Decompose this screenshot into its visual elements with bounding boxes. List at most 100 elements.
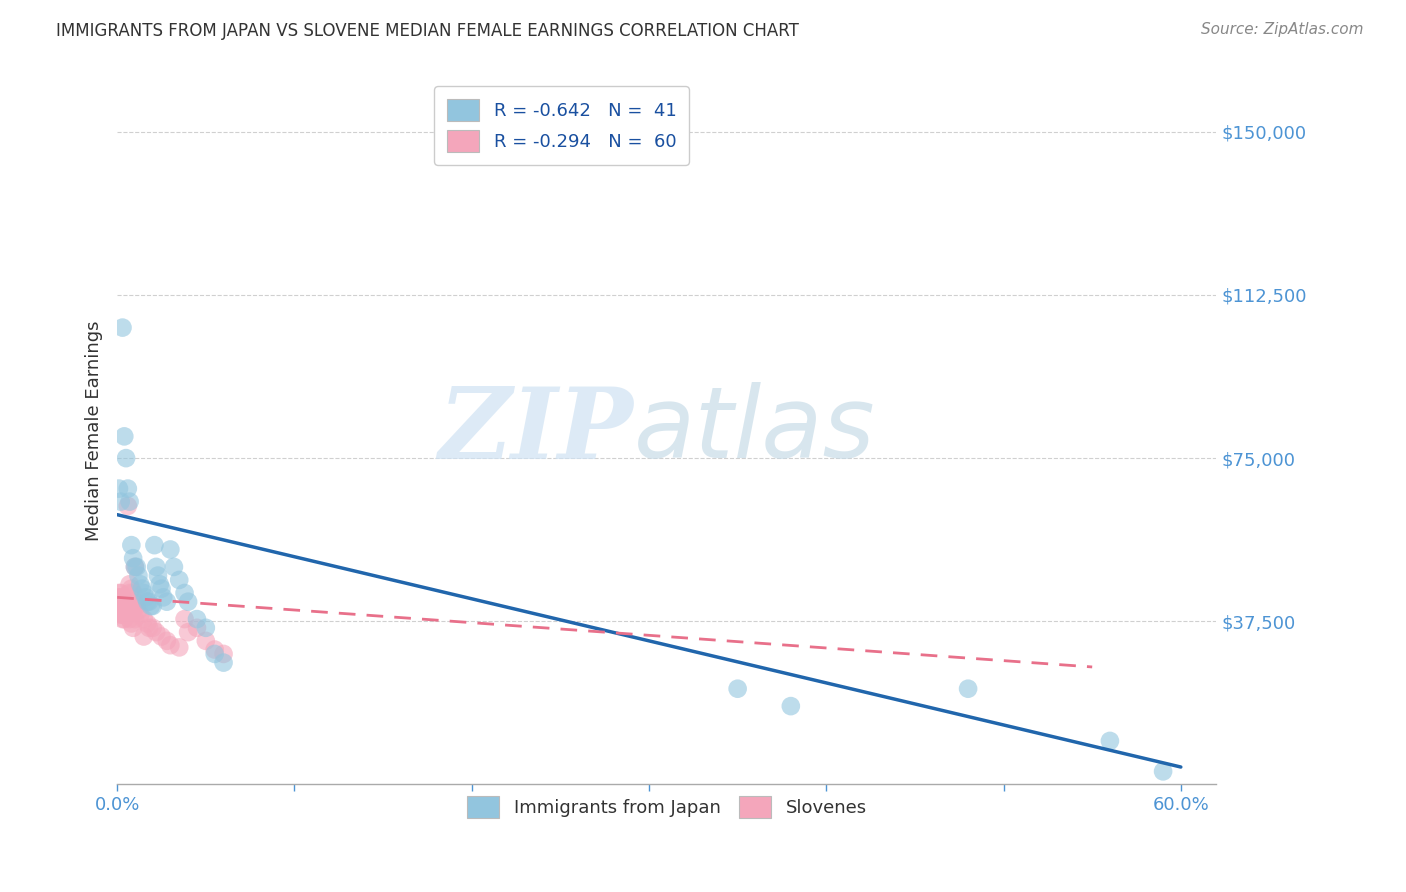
Point (108, 586, 131, 600)
Point (125, 560, 148, 574)
Point (139, 599, 162, 613)
Point (127, 603, 149, 617)
Point (110, 603, 132, 617)
Point (138, 595, 160, 609)
Point (136, 616, 159, 631)
Point (122, 551, 145, 566)
Point (111, 591, 134, 605)
Point (727, 681, 749, 696)
Point (112, 429, 135, 443)
Point (111, 603, 134, 617)
Point (118, 494, 141, 508)
Point (112, 599, 135, 613)
Point (167, 573, 190, 587)
Text: ZIP: ZIP (439, 383, 634, 479)
Point (120, 538, 142, 552)
Point (159, 542, 181, 557)
Point (112, 607, 135, 622)
Point (110, 591, 132, 605)
Point (110, 599, 132, 613)
Point (118, 612, 141, 626)
Point (108, 591, 131, 605)
Point (108, 601, 131, 615)
Point (115, 607, 138, 622)
Point (194, 621, 217, 635)
Point (177, 625, 200, 640)
Point (177, 595, 200, 609)
Point (120, 582, 142, 596)
Point (152, 591, 174, 605)
Point (108, 595, 131, 609)
Point (132, 630, 155, 644)
Point (173, 612, 195, 626)
Point (108, 599, 131, 613)
Point (167, 640, 190, 655)
Point (112, 603, 135, 617)
Point (212, 656, 235, 670)
Point (132, 586, 155, 600)
Point (143, 538, 166, 552)
Point (212, 647, 235, 661)
Point (129, 577, 152, 591)
Point (117, 482, 139, 496)
Point (204, 647, 226, 661)
Point (124, 560, 146, 574)
Point (1098, 734, 1121, 748)
Point (173, 586, 195, 600)
Point (149, 577, 172, 591)
Point (142, 599, 165, 613)
Point (110, 607, 132, 622)
Legend: Immigrants from Japan, Slovenes: Immigrants from Japan, Slovenes (460, 789, 875, 825)
Point (194, 633, 217, 648)
Point (122, 603, 145, 617)
Point (110, 595, 132, 609)
Point (145, 625, 167, 640)
Point (156, 595, 179, 609)
Point (115, 599, 138, 613)
Point (117, 603, 139, 617)
Point (150, 582, 173, 596)
Point (108, 482, 131, 496)
Point (1152, 764, 1174, 779)
Point (124, 612, 146, 626)
Point (112, 612, 135, 626)
Point (111, 612, 134, 626)
Point (112, 595, 135, 609)
Point (117, 607, 139, 622)
Point (145, 560, 167, 574)
Point (135, 591, 157, 605)
Point (120, 599, 142, 613)
Point (124, 595, 146, 609)
Point (120, 616, 142, 631)
Point (117, 499, 139, 513)
Point (132, 612, 155, 626)
Point (136, 595, 159, 609)
Y-axis label: Median Female Earnings: Median Female Earnings (86, 321, 103, 541)
Point (150, 630, 173, 644)
Point (159, 638, 181, 652)
Point (138, 621, 160, 635)
Point (186, 621, 208, 635)
Point (124, 560, 146, 574)
Point (108, 603, 131, 617)
Point (111, 320, 134, 334)
Point (156, 633, 179, 648)
Point (779, 699, 801, 714)
Point (122, 586, 145, 600)
Point (110, 494, 132, 508)
Point (110, 586, 132, 600)
Text: Source: ZipAtlas.com: Source: ZipAtlas.com (1201, 22, 1364, 37)
Point (115, 603, 138, 617)
Point (146, 568, 169, 582)
Point (957, 681, 980, 696)
Text: IMMIGRANTS FROM JAPAN VS SLOVENE MEDIAN FEMALE EARNINGS CORRELATION CHART: IMMIGRANTS FROM JAPAN VS SLOVENE MEDIAN … (56, 22, 799, 40)
Point (115, 451, 138, 466)
Point (118, 586, 141, 600)
Point (131, 582, 153, 596)
Point (129, 607, 152, 622)
Text: atlas: atlas (634, 383, 876, 479)
Point (142, 621, 165, 635)
Point (186, 612, 208, 626)
Point (163, 560, 186, 574)
Point (204, 642, 226, 657)
